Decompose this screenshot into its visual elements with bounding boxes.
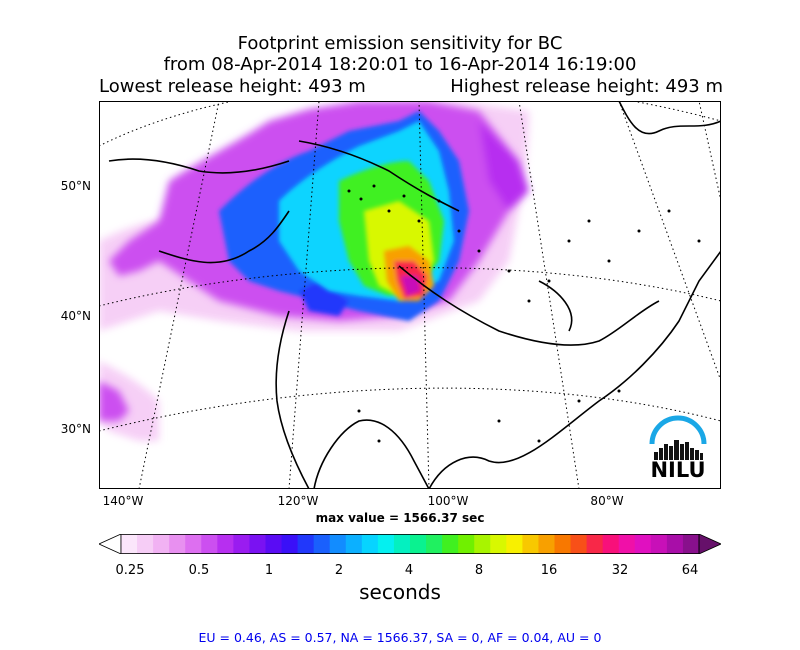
colorbar-segment [458,534,475,554]
region-summary: EU = 0.46, AS = 0.57, NA = 1566.37, SA =… [198,630,602,645]
colorbar-segment [185,534,202,554]
lat-label-30: 30°N [60,422,91,436]
colorbar-segment [522,534,539,554]
colorbar-segment [586,534,604,554]
lat-label-40: 40°N [60,309,91,323]
colorbar-units: seconds [359,580,441,604]
coastlines [108,101,721,489]
colorbar-segment [474,534,491,554]
colorbar-segment [393,534,411,554]
colorbar-segment [602,534,620,554]
nilu-logo-text: NILU [650,458,706,482]
colorbar-segment [265,534,283,554]
colorbar-segment [490,534,507,554]
colorbar-segment [377,534,395,554]
colorbar-segment [426,534,443,554]
colorbar-segment [442,534,459,554]
colorbar-extend-min [99,534,122,554]
colorbar-tick-3: 2 [334,563,344,578]
colorbar-segment [169,534,186,554]
colorbar-segment [345,534,363,554]
colorbar-frame [120,534,700,554]
colorbar-segment [538,534,555,554]
colorbar-segment [249,534,266,554]
colorbar-segment [137,534,154,554]
colorbar-segment [297,534,315,554]
colorbar-segment [153,534,170,554]
colorbar-tick-0: 0.25 [115,563,145,578]
plot-title: Footprint emission sensitivity for BC [237,33,563,54]
lon-label-120: 120°W [277,494,319,508]
colorbar-segment [570,534,588,554]
colorbar-segment [361,534,379,554]
colorbar-segment [329,534,347,554]
colorbar-tick-5: 8 [474,563,484,578]
colorbar [99,534,721,554]
colorbar-segment [650,534,668,554]
lat-label-50: 50°N [60,179,91,193]
colorbar-tick-1: 0.5 [188,563,210,578]
colorbar-segment [121,534,138,554]
colorbar-segment [554,534,572,554]
map-frame [99,101,721,489]
colorbar-segment [233,534,250,554]
nilu-logo: NILU [646,414,710,484]
plot-period: from 08-Apr-2014 18:20:01 to 16-Apr-2014… [163,54,637,75]
colorbar-tick-4: 4 [404,563,414,578]
max-value: max value = 1566.37 sec [315,511,485,525]
lon-label-80: 80°W [590,494,624,508]
colorbar-tick-8: 64 [681,563,699,578]
colorbar-segment [682,534,700,554]
colorbar-segment [618,534,636,554]
lon-label-140: 140°W [102,494,144,508]
colorbar-segment [410,534,427,554]
footprint-map [99,101,721,489]
colorbar-segment [281,534,299,554]
colorbar-segment [217,534,234,554]
lon-label-100: 100°W [427,494,469,508]
lowest-release-height: Lowest release height: 493 m [99,76,366,97]
colorbar-segment [666,534,684,554]
colorbar-segment [201,534,218,554]
colorbar-tick-7: 32 [611,563,629,578]
nilu-logo-arc-icon [649,415,707,460]
colorbar-segment [313,534,331,554]
colorbar-segment [506,534,523,554]
lakes-and-islands [347,184,701,443]
graticule [99,101,721,489]
colorbar-tick-2: 1 [264,563,274,578]
colorbar-segment [634,534,652,554]
highest-release-height: Highest release height: 493 m [450,76,723,97]
colorbar-extend-max [698,534,721,554]
colorbar-tick-6: 16 [540,563,558,578]
